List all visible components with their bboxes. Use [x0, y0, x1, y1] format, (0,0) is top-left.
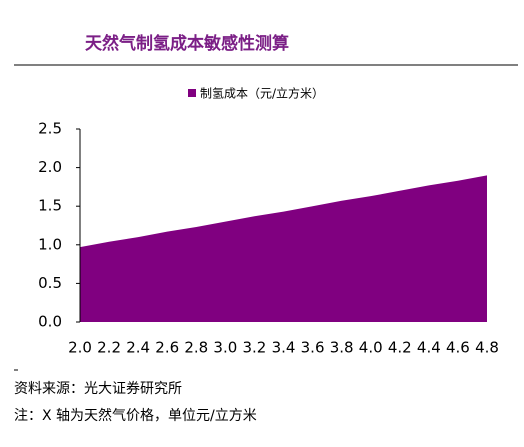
y-tick-label: 0.0	[38, 313, 62, 331]
legend-swatch	[188, 89, 196, 97]
x-tick-label: 2.0	[68, 339, 92, 357]
x-tick-label: 3.8	[330, 339, 354, 357]
note: 注：X 轴为天然气价格，单位元/立方米	[14, 407, 257, 424]
x-tick-label: 2.4	[126, 339, 150, 357]
x-tick-label: 4.2	[388, 339, 412, 357]
source: 资料来源：光大证券研究所	[14, 381, 182, 397]
x-tick-label: 4.6	[446, 339, 470, 357]
y-tick-label: 1.5	[38, 197, 62, 215]
y-tick-label: 2.0	[38, 158, 62, 176]
y-tick-label: 0.5	[38, 274, 62, 292]
x-tick-label: 2.6	[155, 339, 179, 357]
y-tick-label: 2.5	[38, 120, 62, 138]
legend-label: 制氢成本（元/立方米）	[200, 86, 324, 101]
x-tick-label: 3.2	[242, 339, 266, 357]
y-tick-label: 1.0	[38, 235, 62, 253]
x-tick-label: 2.8	[184, 339, 208, 357]
x-tick-label: 4.0	[359, 339, 383, 357]
x-tick-label: 3.6	[301, 339, 325, 357]
x-tick-label: 4.8	[475, 339, 499, 357]
x-tick-label: 4.4	[417, 339, 441, 357]
area	[80, 175, 487, 322]
x-tick-label: 2.2	[97, 339, 121, 357]
chart-title: 天然气制氢成本敏感性测算	[85, 33, 289, 54]
x-tick-label: 3.4	[272, 339, 296, 357]
x-tick-label: 3.0	[213, 339, 237, 357]
